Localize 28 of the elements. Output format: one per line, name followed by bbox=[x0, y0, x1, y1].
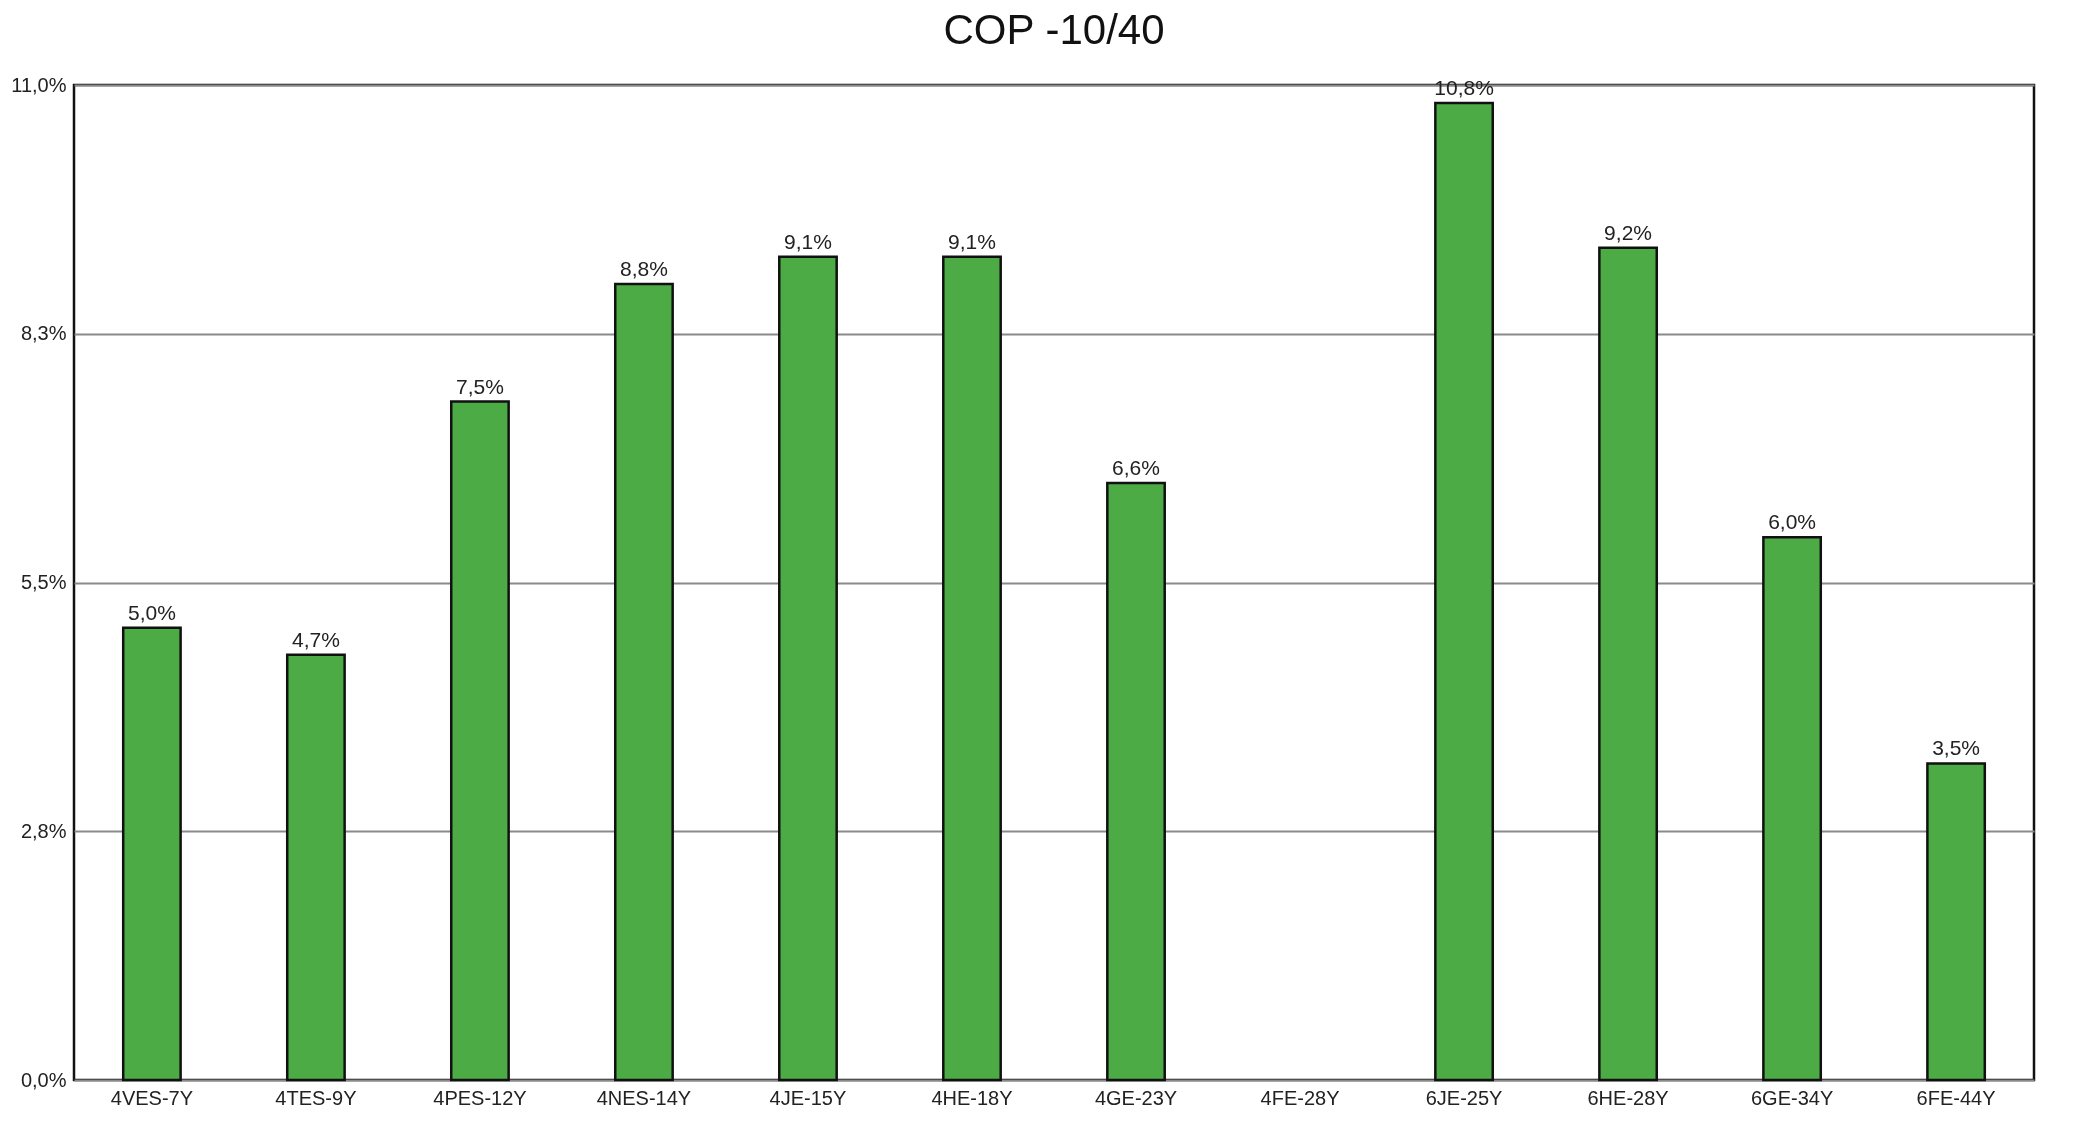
x-tick-label: 6FE-44Y bbox=[1916, 1086, 1996, 1109]
x-tick-label: 4NES-14Y bbox=[596, 1086, 692, 1109]
data-label: 9,1% bbox=[948, 229, 996, 253]
data-label: 5,0% bbox=[127, 600, 176, 624]
x-tick-label: 4TES-9Y bbox=[275, 1086, 357, 1109]
x-tick-label: 6HE-28Y bbox=[1587, 1086, 1669, 1109]
data-label: 6,0% bbox=[1768, 510, 1817, 534]
data-label: 4,7% bbox=[291, 627, 340, 651]
x-tick-label: 6GE-34Y bbox=[1750, 1086, 1834, 1109]
data-label: 7,5% bbox=[456, 374, 504, 398]
y-tick-label: 5,5% bbox=[20, 571, 67, 593]
x-tick-label: 4HE-18Y bbox=[931, 1086, 1013, 1109]
x-tick-label: 4FE-28Y bbox=[1260, 1086, 1340, 1109]
data-label: 6,6% bbox=[1112, 456, 1160, 479]
x-tick-label: 4JE-15Y bbox=[769, 1086, 847, 1109]
data-label: 8,8% bbox=[620, 257, 668, 280]
data-label: 9,1% bbox=[784, 229, 832, 253]
x-tick-label: 4GE-23Y bbox=[1094, 1086, 1178, 1109]
y-tick-label: 8,3% bbox=[20, 322, 67, 345]
x-tick-label: 4PES-12Y bbox=[433, 1086, 527, 1109]
x-tick-label: 4VES-7Y bbox=[110, 1086, 194, 1109]
chart-title: COP -10/40 bbox=[943, 6, 1165, 53]
x-tick-label: 6JE-25Y bbox=[1425, 1086, 1503, 1109]
y-tick-label: 2,8% bbox=[20, 819, 67, 842]
y-tick-label: 0,0% bbox=[20, 1068, 67, 1091]
data-label: 9,2% bbox=[1604, 220, 1652, 244]
data-label: 3,5% bbox=[1932, 736, 1981, 760]
y-tick-label: 11,0% bbox=[11, 73, 67, 96]
